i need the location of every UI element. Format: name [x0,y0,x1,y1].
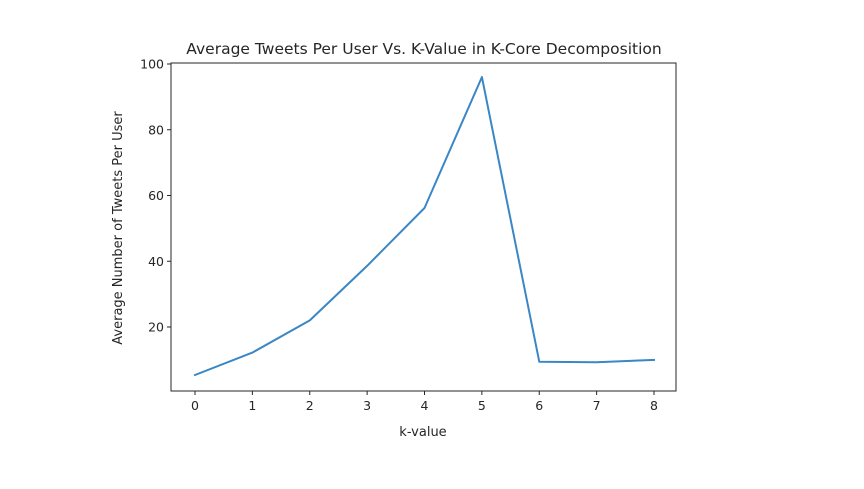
x-tick-label: 8 [650,398,658,413]
y-tick-label: 80 [148,122,164,137]
x-tick-label: 0 [191,398,199,413]
x-tick-label: 7 [593,398,601,413]
x-axis-label: k-value [399,425,446,440]
y-tick-label: 20 [148,320,164,335]
chart-title: Average Tweets Per User Vs. K-Value in K… [186,40,661,58]
x-axis: 0 1 2 3 4 5 6 7 8 [191,391,658,413]
y-axis-label: Average Number of Tweets Per User [111,111,126,345]
x-tick-label: 6 [535,398,543,413]
plot-frame [170,62,677,392]
y-tick-label: 40 [148,254,164,269]
x-tick-label: 4 [421,398,429,413]
x-tick-label: 5 [478,398,486,413]
series-line [193,76,656,377]
x-tick-label: 1 [248,398,256,413]
y-tick-label: 100 [140,57,164,72]
y-tick-label: 60 [148,188,164,203]
y-axis: 20 40 60 80 100 [140,57,171,335]
plot-area [170,62,677,392]
x-tick-label: 2 [306,398,314,413]
x-tick-label: 3 [363,398,371,413]
